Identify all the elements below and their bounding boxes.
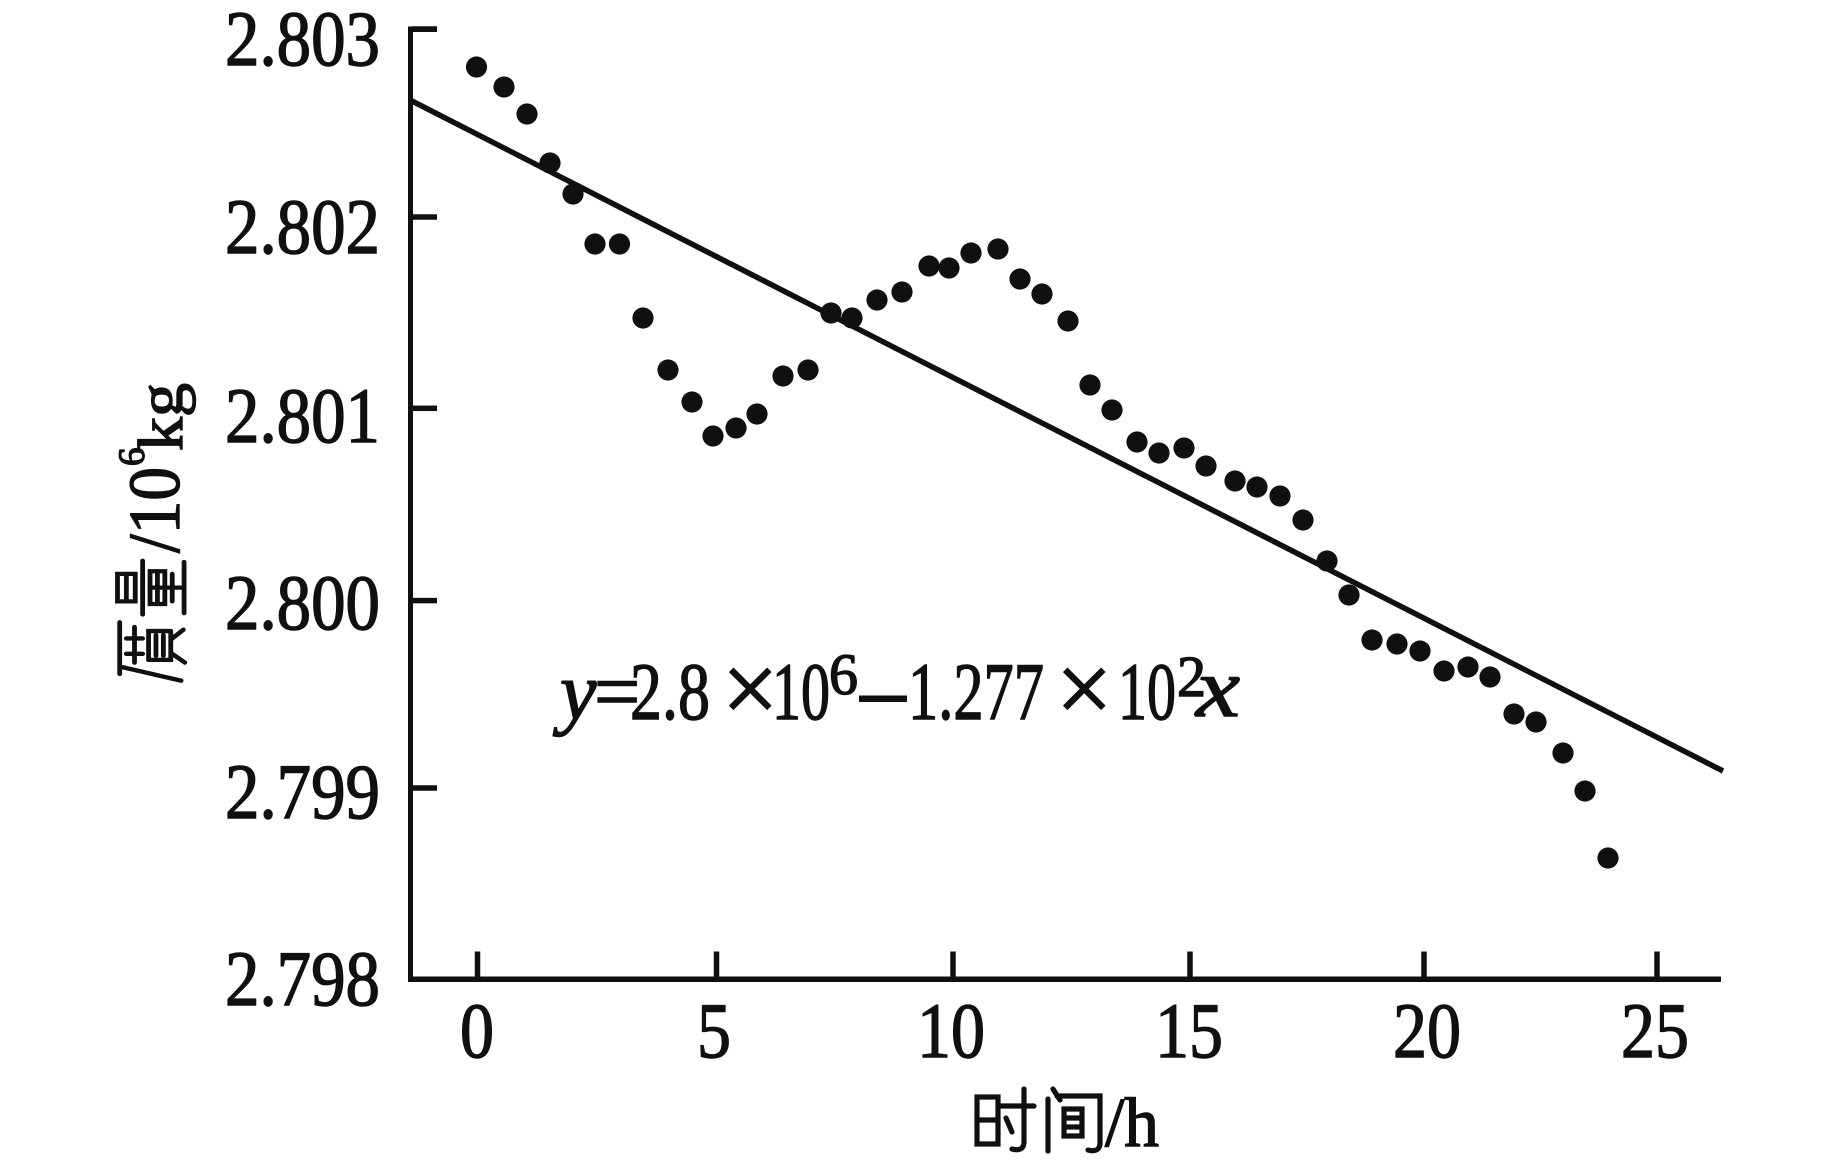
svg-text:20: 20 bbox=[1393, 987, 1461, 1074]
svg-text:15: 15 bbox=[1155, 987, 1223, 1074]
svg-text:2: 2 bbox=[1177, 644, 1206, 709]
svg-text:2.798: 2.798 bbox=[225, 935, 380, 1022]
svg-text:10: 10 bbox=[917, 987, 985, 1074]
svg-text:x: x bbox=[1194, 642, 1240, 735]
svg-text:2.802: 2.802 bbox=[225, 183, 380, 270]
svg-text:y: y bbox=[553, 646, 597, 737]
svg-text:25: 25 bbox=[1621, 987, 1689, 1074]
svg-text:10: 10 bbox=[772, 646, 830, 737]
svg-text:/10: /10 bbox=[114, 467, 195, 553]
svg-text:kg: kg bbox=[126, 383, 196, 451]
svg-text:/h: /h bbox=[1105, 1085, 1159, 1162]
svg-text:10: 10 bbox=[1118, 646, 1176, 737]
svg-text:2.803: 2.803 bbox=[225, 0, 380, 82]
svg-text:5: 5 bbox=[697, 987, 731, 1074]
svg-text:=: = bbox=[594, 646, 640, 737]
svg-text:2.799: 2.799 bbox=[225, 748, 380, 835]
svg-text:1.277: 1.277 bbox=[908, 646, 1044, 737]
svg-text:×: × bbox=[722, 633, 778, 744]
svg-text:2.800: 2.800 bbox=[225, 559, 380, 646]
svg-text:6: 6 bbox=[829, 642, 858, 707]
svg-text:2.8: 2.8 bbox=[630, 646, 710, 737]
svg-text:6: 6 bbox=[112, 448, 153, 467]
svg-text:0: 0 bbox=[460, 987, 494, 1074]
svg-text:2.801: 2.801 bbox=[225, 372, 380, 459]
svg-text:×: × bbox=[1056, 633, 1112, 744]
